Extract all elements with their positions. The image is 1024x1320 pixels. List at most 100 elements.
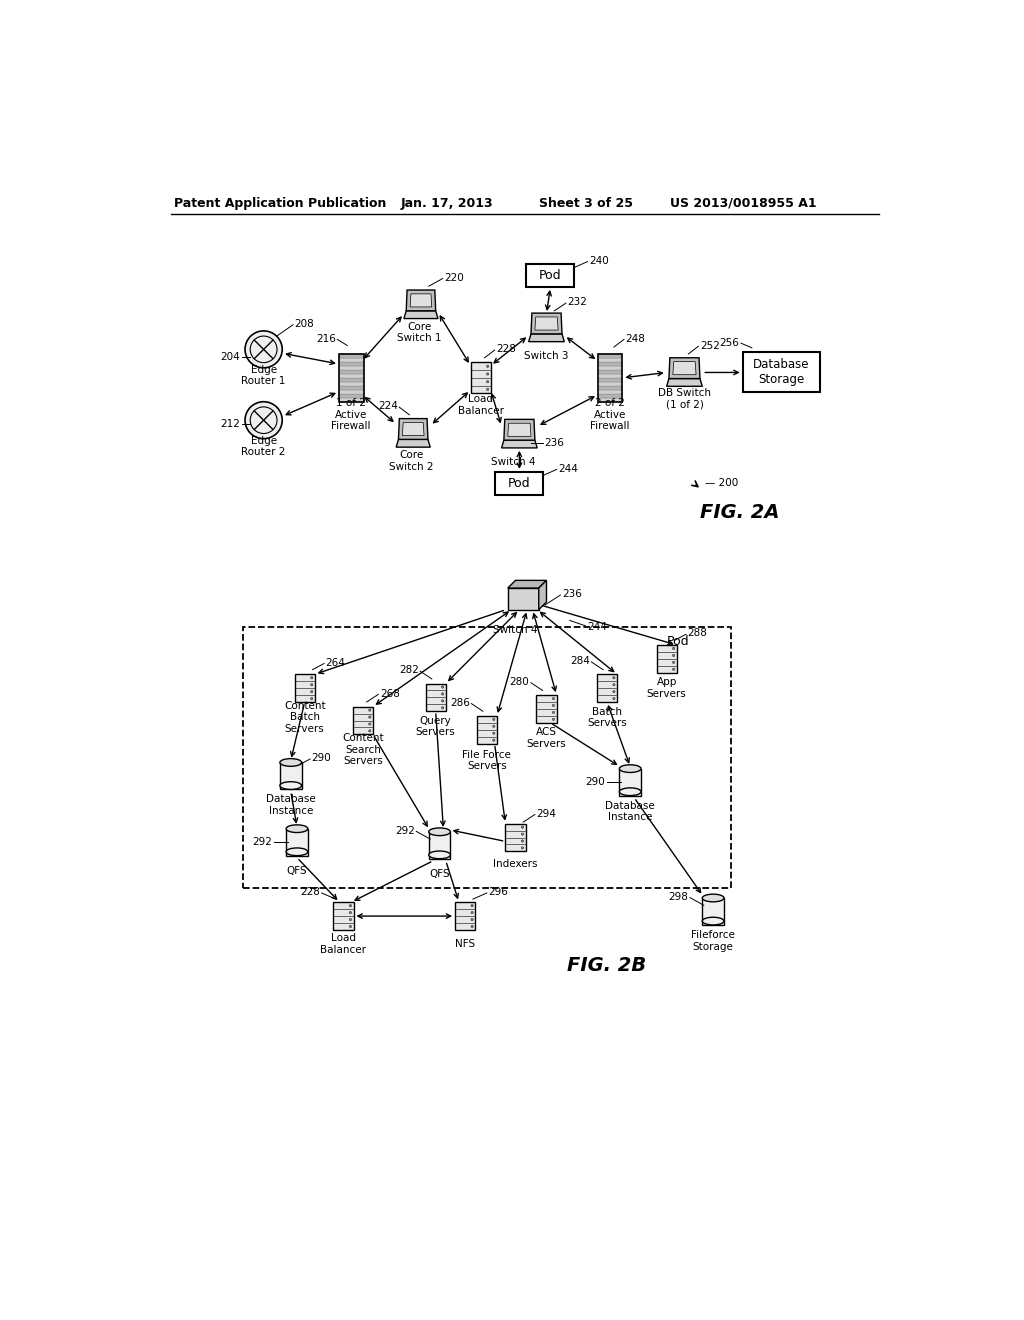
Text: Content
Search
Servers: Content Search Servers — [342, 733, 384, 767]
Bar — [339, 381, 364, 385]
Text: 264: 264 — [326, 657, 345, 668]
Bar — [598, 354, 623, 401]
Ellipse shape — [286, 825, 308, 833]
Circle shape — [349, 912, 351, 913]
Circle shape — [369, 709, 371, 711]
Text: 228: 228 — [300, 887, 321, 898]
Text: — 200: — 200 — [706, 478, 738, 488]
Bar — [339, 378, 364, 381]
Text: US 2013/0018955 A1: US 2013/0018955 A1 — [671, 197, 817, 210]
Ellipse shape — [620, 764, 641, 772]
Polygon shape — [508, 424, 531, 437]
Text: Jan. 17, 2013: Jan. 17, 2013 — [400, 197, 494, 210]
Bar — [598, 374, 623, 378]
Text: 290: 290 — [586, 777, 605, 787]
Circle shape — [486, 388, 488, 391]
Polygon shape — [398, 418, 428, 440]
Circle shape — [552, 697, 555, 700]
Bar — [598, 385, 623, 389]
Circle shape — [673, 647, 675, 649]
Ellipse shape — [702, 894, 724, 902]
Circle shape — [493, 725, 495, 727]
Bar — [352, 706, 373, 734]
Circle shape — [552, 711, 555, 714]
Text: Switch 3: Switch 3 — [524, 351, 568, 360]
Bar — [598, 366, 623, 370]
Bar — [339, 354, 364, 401]
Text: Edge
Router 2: Edge Router 2 — [242, 436, 286, 457]
Text: 216: 216 — [315, 334, 336, 345]
Circle shape — [521, 840, 523, 842]
Circle shape — [310, 684, 313, 686]
Circle shape — [552, 705, 555, 706]
Circle shape — [471, 904, 473, 907]
Ellipse shape — [280, 759, 302, 767]
Bar — [339, 354, 364, 358]
Circle shape — [612, 684, 615, 686]
Bar — [455, 903, 475, 929]
Bar — [429, 832, 451, 859]
Bar — [426, 684, 445, 711]
Bar — [598, 378, 623, 381]
Circle shape — [673, 655, 675, 656]
Text: Pod: Pod — [508, 477, 530, 490]
Circle shape — [673, 661, 675, 664]
Bar — [702, 898, 724, 925]
Text: 2 of 2
Active
Firewall: 2 of 2 Active Firewall — [590, 399, 630, 432]
Circle shape — [486, 372, 488, 375]
Circle shape — [612, 677, 615, 678]
Bar — [471, 363, 490, 393]
Text: 282: 282 — [398, 665, 419, 676]
Circle shape — [612, 697, 615, 700]
Bar — [339, 393, 364, 397]
Polygon shape — [508, 589, 539, 610]
Bar — [339, 362, 364, 366]
Text: Load
Balancer: Load Balancer — [458, 393, 504, 416]
Bar — [339, 370, 364, 374]
Polygon shape — [508, 581, 547, 589]
Circle shape — [310, 697, 313, 700]
Polygon shape — [504, 420, 535, 440]
Text: Patent Application Publication: Patent Application Publication — [174, 197, 387, 210]
Text: 212: 212 — [220, 418, 241, 429]
Circle shape — [486, 366, 488, 367]
Bar — [339, 374, 364, 378]
Text: 244: 244 — [587, 622, 606, 631]
Ellipse shape — [620, 788, 641, 796]
Text: Switch 4: Switch 4 — [494, 624, 538, 635]
Bar — [597, 675, 617, 702]
Bar — [339, 389, 364, 393]
Text: 286: 286 — [450, 698, 470, 708]
Text: Switch 4: Switch 4 — [490, 457, 536, 467]
Circle shape — [493, 718, 495, 721]
Bar — [526, 264, 574, 286]
Circle shape — [369, 723, 371, 725]
Polygon shape — [667, 379, 702, 387]
Text: Fileforce
Storage: Fileforce Storage — [691, 929, 735, 952]
Text: 288: 288 — [687, 628, 708, 639]
Text: 1 of 2
Active
Firewall: 1 of 2 Active Firewall — [332, 399, 371, 432]
Text: Database
Instance: Database Instance — [605, 800, 655, 822]
Circle shape — [673, 668, 675, 671]
Bar — [243, 627, 731, 888]
Circle shape — [369, 715, 371, 718]
Circle shape — [441, 686, 443, 688]
Polygon shape — [669, 358, 700, 379]
Bar — [334, 903, 353, 929]
Bar — [598, 370, 623, 374]
Text: File Force
Servers: File Force Servers — [463, 750, 511, 771]
Bar — [496, 471, 544, 495]
Text: Load
Balancer: Load Balancer — [321, 933, 367, 954]
FancyBboxPatch shape — [742, 352, 820, 392]
Circle shape — [441, 700, 443, 702]
Bar — [339, 366, 364, 370]
Circle shape — [441, 706, 443, 709]
Text: QFS: QFS — [287, 866, 307, 876]
Bar — [537, 696, 557, 723]
Text: Indexers: Indexers — [494, 859, 538, 870]
Text: 224: 224 — [378, 401, 397, 412]
Bar — [598, 362, 623, 366]
Ellipse shape — [280, 781, 302, 789]
Text: Batch
Servers: Batch Servers — [587, 706, 627, 729]
Polygon shape — [407, 290, 435, 310]
